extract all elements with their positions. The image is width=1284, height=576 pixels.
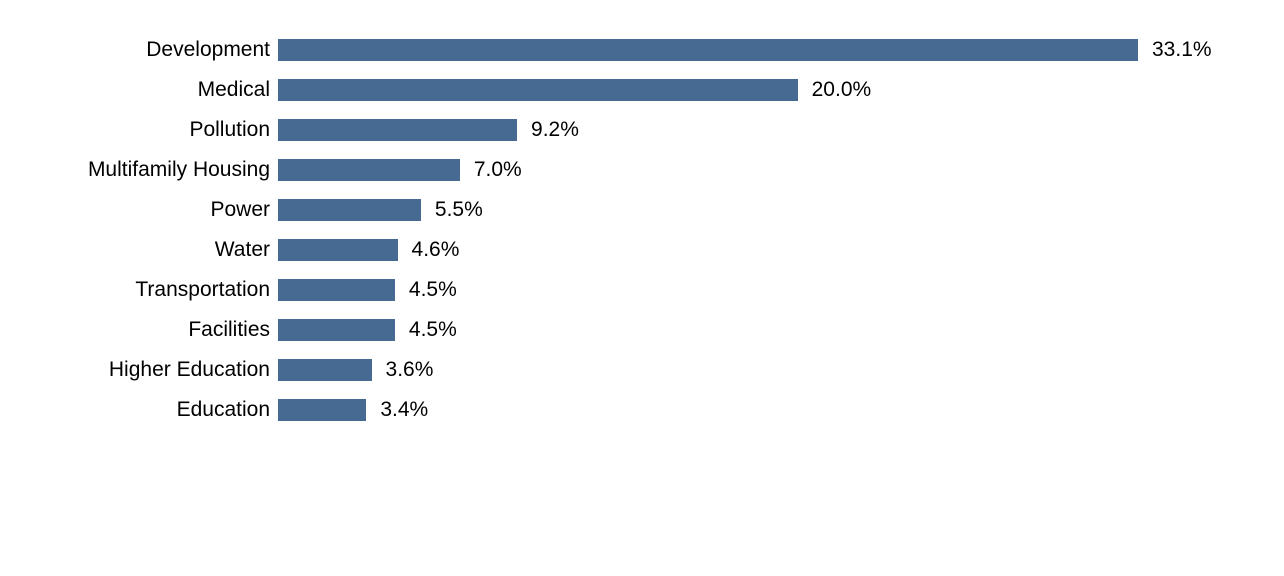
category-label: Transportation [135, 278, 270, 302]
value-label: 4.5% [409, 278, 457, 302]
bar [278, 39, 1138, 61]
bar [278, 239, 398, 261]
chart-row: Pollution 9.2% [0, 110, 1284, 150]
category-label: Power [210, 198, 270, 222]
chart-row: Medical 20.0% [0, 70, 1284, 110]
value-label: 7.0% [474, 158, 522, 182]
horizontal-bar-chart: Development 33.1% Medical 20.0% Pollution 9.2… [0, 0, 1284, 576]
value-label: 20.0% [812, 78, 872, 102]
chart-row: Higher Education 3.6% [0, 350, 1284, 390]
bar [278, 199, 421, 221]
category-label: Higher Education [109, 358, 270, 382]
bar [278, 279, 395, 301]
value-label: 4.6% [412, 238, 460, 262]
bar [278, 159, 460, 181]
value-label: 33.1% [1152, 38, 1212, 62]
value-label: 3.6% [386, 358, 434, 382]
category-label: Education [177, 398, 270, 422]
category-label: Multifamily Housing [88, 158, 270, 182]
chart-row: Education 3.4% [0, 390, 1284, 430]
chart-row: Transportation 4.5% [0, 270, 1284, 310]
bar [278, 359, 372, 381]
chart-row: Development 33.1% [0, 30, 1284, 70]
value-label: 4.5% [409, 318, 457, 342]
value-label: 5.5% [435, 198, 483, 222]
value-label: 9.2% [531, 118, 579, 142]
value-label: 3.4% [380, 398, 428, 422]
bar [278, 319, 395, 341]
chart-row: Facilities 4.5% [0, 310, 1284, 350]
category-label: Medical [198, 78, 270, 102]
bar [278, 399, 366, 421]
category-label: Water [215, 238, 270, 262]
chart-row: Water 4.6% [0, 230, 1284, 270]
category-label: Development [146, 38, 270, 62]
chart-row: Power 5.5% [0, 190, 1284, 230]
bar [278, 79, 798, 101]
category-label: Facilities [188, 318, 270, 342]
category-label: Pollution [189, 118, 270, 142]
chart-row: Multifamily Housing 7.0% [0, 150, 1284, 190]
bar [278, 119, 517, 141]
